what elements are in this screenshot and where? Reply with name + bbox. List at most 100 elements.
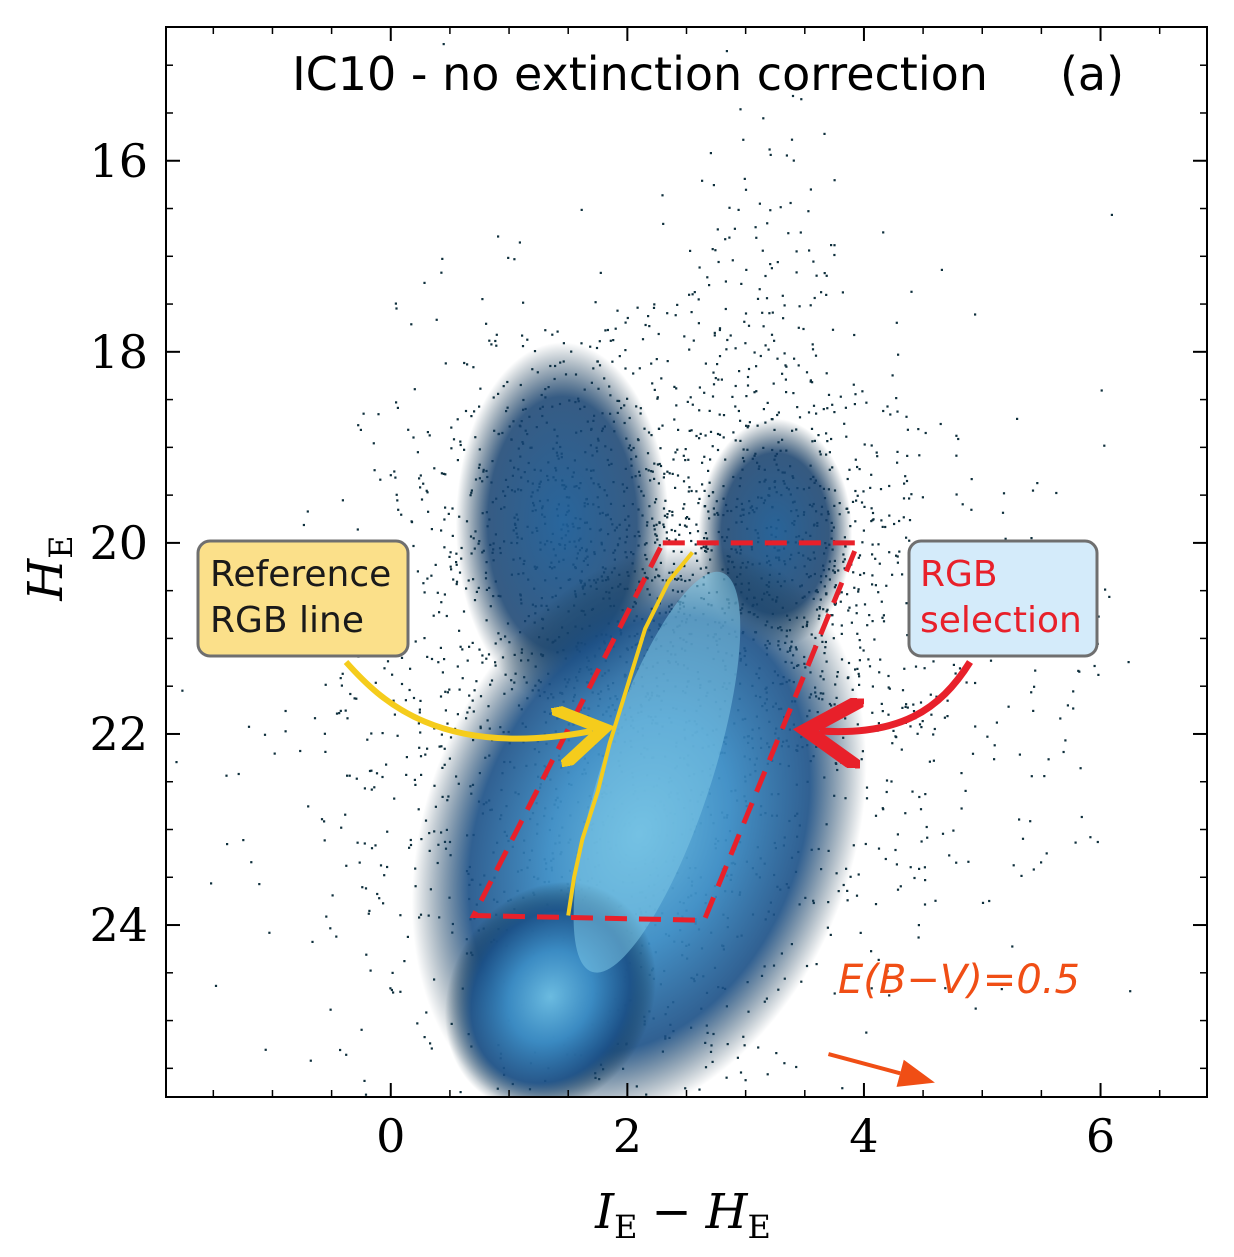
- scatter-point: [386, 830, 389, 833]
- scatter-point: [967, 860, 970, 863]
- scatter-point: [374, 681, 377, 684]
- scatter-point: [813, 296, 816, 300]
- scatter-point: [373, 786, 376, 789]
- scatter-point: [857, 672, 860, 675]
- scatter-point: [905, 479, 909, 483]
- scatter-point: [439, 646, 442, 649]
- scatter-point: [1018, 818, 1021, 821]
- scatter-point: [739, 419, 742, 422]
- scatter-point: [779, 206, 782, 209]
- scatter-point: [917, 924, 920, 927]
- scatter-point: [904, 475, 907, 478]
- scatter-point: [391, 971, 394, 974]
- scatter-point: [791, 94, 795, 98]
- scatter-point: [419, 474, 422, 477]
- reference-arrow: [343, 659, 592, 739]
- scatter-point: [660, 377, 663, 380]
- scatter-point: [852, 571, 855, 574]
- scatter-point: [1093, 664, 1096, 668]
- scatter-point: [777, 411, 780, 414]
- scatter-point: [1097, 615, 1100, 618]
- scatter-point: [888, 687, 891, 690]
- scatter-point: [957, 437, 960, 441]
- scatter-point: [796, 406, 799, 409]
- scatter-point: [365, 953, 368, 956]
- scatter-point: [960, 772, 963, 775]
- scatter-point: [688, 429, 691, 432]
- scatter-point: [419, 486, 422, 489]
- scatter-point: [691, 293, 694, 296]
- scatter-point: [923, 667, 926, 670]
- scatter-point: [656, 397, 659, 400]
- scatter-point: [425, 489, 428, 492]
- scatter-point: [708, 409, 711, 412]
- scatter-point: [644, 323, 647, 327]
- scatter-point: [853, 403, 856, 406]
- scatter-point: [399, 914, 402, 917]
- scatter-point: [440, 529, 443, 532]
- scatter-point: [357, 424, 360, 427]
- scatter-point: [862, 572, 866, 575]
- scatter-point: [495, 333, 498, 336]
- scatter-point: [858, 468, 861, 471]
- scatter-point: [671, 514, 674, 517]
- scatter-point: [653, 388, 656, 391]
- scatter-point: [687, 476, 690, 479]
- scatter-point: [894, 848, 897, 852]
- scatter-point: [734, 347, 737, 350]
- scatter-point: [355, 697, 358, 700]
- scatter-point: [800, 98, 803, 101]
- scatter-point: [481, 298, 484, 301]
- scatter-point: [400, 513, 403, 516]
- scatter-point: [923, 903, 927, 906]
- scatter-point: [830, 437, 833, 441]
- scatter-point: [904, 812, 907, 815]
- scatter-point: [920, 840, 923, 843]
- scatter-point: [430, 528, 433, 531]
- scatter-point: [521, 345, 525, 348]
- scatter-point: [781, 294, 784, 297]
- scatter-point: [831, 623, 834, 626]
- scatter-point: [955, 454, 958, 457]
- scatter-point: [841, 1087, 844, 1090]
- scatter-point: [885, 790, 888, 794]
- scatter-point: [880, 600, 883, 603]
- scatter-point: [769, 263, 772, 266]
- scatter-point: [451, 534, 454, 537]
- scatter-point: [808, 249, 811, 252]
- scatter-point: [885, 584, 888, 587]
- scatter-point: [896, 461, 899, 464]
- scatter-point: [513, 258, 516, 261]
- scatter-point: [874, 903, 878, 906]
- scatter-point: [495, 344, 498, 347]
- scatter-point: [390, 988, 393, 992]
- scatter-point: [728, 206, 731, 209]
- scatter-point: [1040, 861, 1043, 864]
- scatter-point: [742, 138, 745, 141]
- y-tick-label: 16: [89, 134, 148, 188]
- scatter-point: [914, 665, 918, 668]
- scatter-point: [699, 432, 702, 435]
- scatter-point: [408, 846, 411, 849]
- scatter-point: [589, 345, 592, 348]
- scatter-point: [833, 992, 836, 995]
- scatter-point: [442, 43, 445, 46]
- scatter-point: [399, 990, 402, 993]
- scatter-point: [456, 713, 459, 716]
- scatter-point: [403, 960, 406, 963]
- scatter-point: [852, 383, 855, 386]
- scatter-point: [440, 601, 443, 604]
- scatter-point: [856, 667, 859, 670]
- scatter-point: [341, 672, 344, 675]
- scatter-point: [689, 532, 692, 535]
- scatter-point: [855, 894, 859, 897]
- scatter-point: [701, 179, 704, 182]
- scatter-point: [952, 663, 955, 666]
- scatter-point: [901, 706, 904, 709]
- scatter-point: [466, 363, 469, 366]
- scatter-point: [877, 543, 880, 546]
- scatter-point: [874, 814, 878, 817]
- scatter-point: [882, 614, 885, 617]
- rgb-selection-box: [469, 540, 862, 923]
- scatter-point: [313, 717, 317, 720]
